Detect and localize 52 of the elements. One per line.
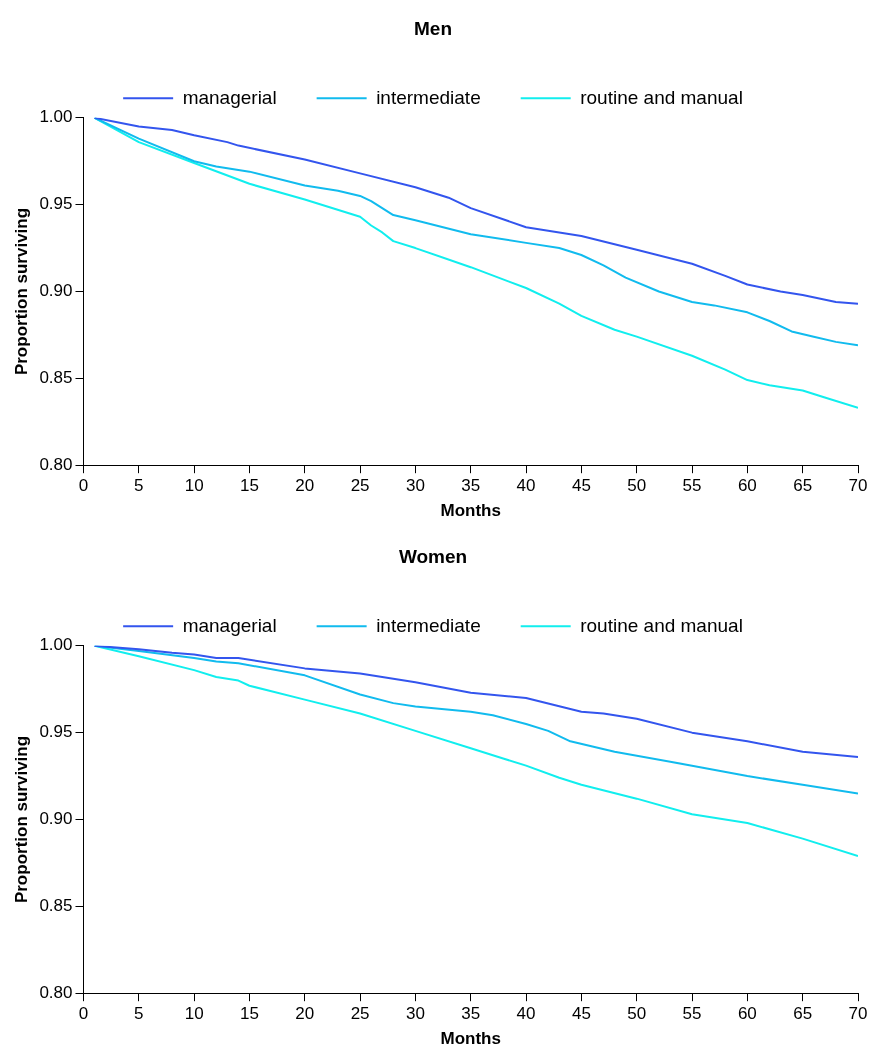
x-tick-label: 35 <box>461 1004 481 1024</box>
x-tick-label: 60 <box>737 476 757 496</box>
x-tick-label: 40 <box>516 1004 536 1024</box>
x-tick-label: 45 <box>571 1004 591 1024</box>
legend-label: routine and manual <box>580 614 743 636</box>
x-tick-label: 10 <box>184 1004 204 1024</box>
y-tick-label: 1.00 <box>39 635 73 655</box>
y-tick-label: 0.85 <box>39 368 73 388</box>
legend-label: managerial <box>182 86 277 108</box>
y-tick-label: 1.00 <box>39 107 73 127</box>
x-tick-label: 35 <box>461 476 481 496</box>
x-axis-title: Months <box>440 1029 501 1049</box>
y-tick-label: 0.95 <box>39 722 73 742</box>
x-tick-label: 20 <box>295 476 315 496</box>
y-axis-title: Proportion surviving <box>11 735 31 904</box>
x-tick-label: 50 <box>627 1004 647 1024</box>
x-tick-label: 5 <box>134 476 144 496</box>
x-tick-label: 15 <box>239 476 259 496</box>
x-tick-label: 50 <box>627 476 647 496</box>
x-tick-label: 65 <box>793 1004 813 1024</box>
x-tick-label: 70 <box>848 476 868 496</box>
x-tick-label: 40 <box>516 476 536 496</box>
x-axis-title: Months <box>440 501 501 521</box>
y-tick-label: 0.80 <box>39 982 73 1002</box>
x-tick-label: 10 <box>184 476 204 496</box>
x-tick-label: 60 <box>737 1004 757 1024</box>
y-tick-label: 0.80 <box>39 454 73 474</box>
x-tick-label: 30 <box>405 1004 425 1024</box>
chart-title: Women <box>398 545 468 567</box>
x-tick-label: 25 <box>350 476 370 496</box>
y-tick-label: 0.90 <box>39 809 73 829</box>
x-tick-label: 30 <box>405 476 425 496</box>
x-tick-label: 5 <box>134 1004 144 1024</box>
x-tick-label: 55 <box>682 476 702 496</box>
x-tick-label: 25 <box>350 1004 370 1024</box>
y-tick-label: 0.85 <box>39 896 73 916</box>
x-tick-label: 0 <box>78 476 89 496</box>
legend-label: intermediate <box>376 86 481 108</box>
x-tick-label: 55 <box>682 1004 702 1024</box>
legend-label: routine and manual <box>580 86 743 108</box>
x-tick-label: 70 <box>848 1004 868 1024</box>
x-tick-label: 15 <box>239 1004 259 1024</box>
y-tick-label: 0.90 <box>39 281 73 301</box>
x-tick-label: 20 <box>295 1004 315 1024</box>
x-tick-label: 0 <box>78 1004 89 1024</box>
legend-label: intermediate <box>376 614 481 636</box>
legend-label: managerial <box>182 614 277 636</box>
chart-title: Men <box>414 17 452 39</box>
x-tick-label: 45 <box>571 476 591 496</box>
y-tick-label: 0.95 <box>39 194 73 214</box>
x-tick-label: 65 <box>793 476 813 496</box>
y-axis-title: Proportion surviving <box>11 207 31 376</box>
